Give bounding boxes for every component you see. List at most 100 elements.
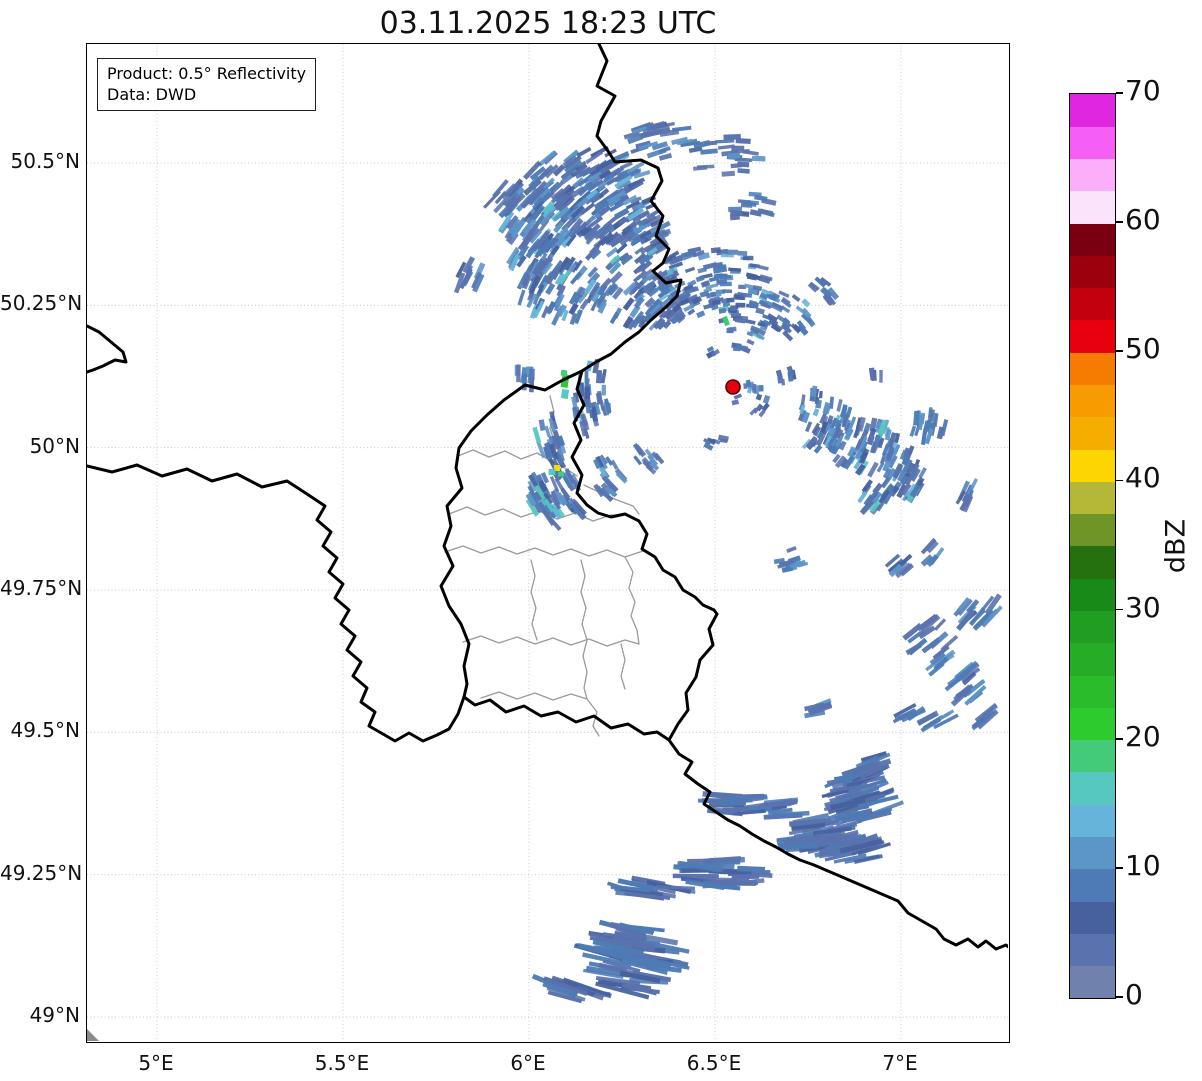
radar-echo-bin xyxy=(809,703,833,716)
radar-echo-bin xyxy=(762,394,771,404)
radar-echo-bin xyxy=(894,432,901,443)
radar-echo-bin xyxy=(838,781,877,801)
radar-echo-bin xyxy=(801,298,811,308)
radar-echo-bin xyxy=(528,175,542,190)
radar-echo-bin xyxy=(700,148,718,155)
radar-echo-bin xyxy=(560,209,573,221)
radar-echo-bin xyxy=(780,305,791,314)
radar-echo-bin xyxy=(528,229,543,244)
colorbar-tick-mark xyxy=(1115,479,1123,482)
radar-echo-bin xyxy=(827,287,840,301)
radar-echo-bin xyxy=(601,405,608,417)
radar-echo-bin xyxy=(758,409,766,418)
radar-echo-bin xyxy=(516,255,527,268)
radar-echo-bin xyxy=(498,211,515,232)
radar-echo-bin xyxy=(781,378,786,386)
radar-echo-bin xyxy=(836,835,879,848)
radar-echo-bin xyxy=(552,164,566,177)
radar-echo-bin xyxy=(766,313,778,323)
radar-echo-bin xyxy=(553,220,565,234)
radar-echo-bin xyxy=(658,310,668,319)
radar-echo-bin xyxy=(888,455,898,469)
radar-echo-bin xyxy=(568,497,581,515)
longitude-tick-label: 6°E xyxy=(510,1051,546,1075)
radar-echo-bin xyxy=(553,206,570,222)
radar-echo-bin xyxy=(697,252,710,261)
radar-site-marker xyxy=(725,379,741,395)
radar-echo-bin xyxy=(600,373,606,384)
radar-echo-bin xyxy=(735,343,746,351)
colorbar-tick-label: 30 xyxy=(1125,590,1161,624)
canton-border xyxy=(586,698,600,737)
radar-echo-bin xyxy=(666,312,678,323)
radar-echo-bin xyxy=(834,428,844,439)
radar-echo-bin xyxy=(826,415,834,424)
radar-echo-bin xyxy=(658,297,672,309)
radar-echo-bin xyxy=(636,314,646,325)
radar-echo-bin xyxy=(558,199,573,212)
radar-echo-bin xyxy=(750,327,760,335)
radar-echo-bin xyxy=(593,458,602,470)
radar-echo-bin xyxy=(784,835,827,846)
radar-echo-bin xyxy=(525,492,537,507)
radar-echo-bin xyxy=(737,250,748,257)
radar-echo-bin xyxy=(916,613,938,631)
radar-echo-bin xyxy=(559,270,571,285)
radar-echo-bin xyxy=(722,301,731,307)
radar-echo-bin xyxy=(536,230,549,248)
radar-echo-bin xyxy=(869,417,878,433)
radar-echo-bin xyxy=(771,810,810,818)
radar-echo-bin xyxy=(555,184,571,200)
radar-echo-bin xyxy=(549,475,560,492)
radar-echo-bin xyxy=(642,215,657,226)
radar-echo-bin xyxy=(612,151,630,162)
radar-echo-bin xyxy=(984,593,1002,616)
radar-echo-bin xyxy=(636,262,650,273)
radar-echo-bin xyxy=(699,290,710,298)
radar-echo-bin xyxy=(532,426,542,444)
radar-echo-bin xyxy=(569,224,582,239)
radar-echo-bin xyxy=(540,177,555,191)
radar-echo-bin xyxy=(815,399,822,409)
radar-echo-bin xyxy=(531,471,540,484)
radar-echo-bin xyxy=(851,758,892,775)
radar-echo-bin xyxy=(544,164,559,179)
radar-echo-bin xyxy=(563,977,611,998)
radar-echo-bin xyxy=(672,255,684,264)
radar-echo-bin xyxy=(695,275,705,283)
radar-echo-bin xyxy=(730,796,768,800)
radar-echo-bin xyxy=(543,270,555,284)
radar-echo-bin xyxy=(838,440,847,451)
radar-echo-bin xyxy=(806,435,818,449)
radar-echo-bin xyxy=(541,305,550,319)
colorbar-band xyxy=(1070,287,1115,321)
radar-echo-bin xyxy=(527,238,541,254)
annotation-source: Data: DWD xyxy=(107,85,197,105)
radar-echo-bin xyxy=(603,224,615,235)
radar-echo-bin xyxy=(964,684,987,706)
radar-echo-bin xyxy=(732,809,766,816)
radar-echo-bin xyxy=(744,318,756,325)
latitude-tick-label: 49.75°N xyxy=(0,575,83,600)
colorbar-band xyxy=(1070,578,1115,612)
radar-echo-bin xyxy=(568,291,579,305)
radar-echo-bin xyxy=(922,420,930,436)
radar-echo-bin xyxy=(743,200,757,208)
radar-echo-bin xyxy=(859,765,884,780)
radar-echo-bin xyxy=(894,708,917,721)
radar-echo-bin xyxy=(881,443,890,457)
radar-echo-bin xyxy=(551,434,561,450)
radar-echo-bin xyxy=(799,404,806,415)
canton-border xyxy=(462,635,640,647)
radar-echo-bin xyxy=(827,434,837,447)
radar-echo-bin xyxy=(726,249,739,255)
radar-echo-bin xyxy=(857,794,899,809)
colorbar-tick-mark xyxy=(1115,737,1123,740)
radar-echo-bin xyxy=(701,863,735,870)
radar-echo-bin xyxy=(534,180,547,194)
radar-echo-bin xyxy=(781,319,792,329)
radar-echo-bin xyxy=(634,293,645,304)
radar-echo-bin xyxy=(909,425,917,437)
radar-echo-bin xyxy=(542,204,557,219)
radar-echo-bin xyxy=(615,926,646,939)
